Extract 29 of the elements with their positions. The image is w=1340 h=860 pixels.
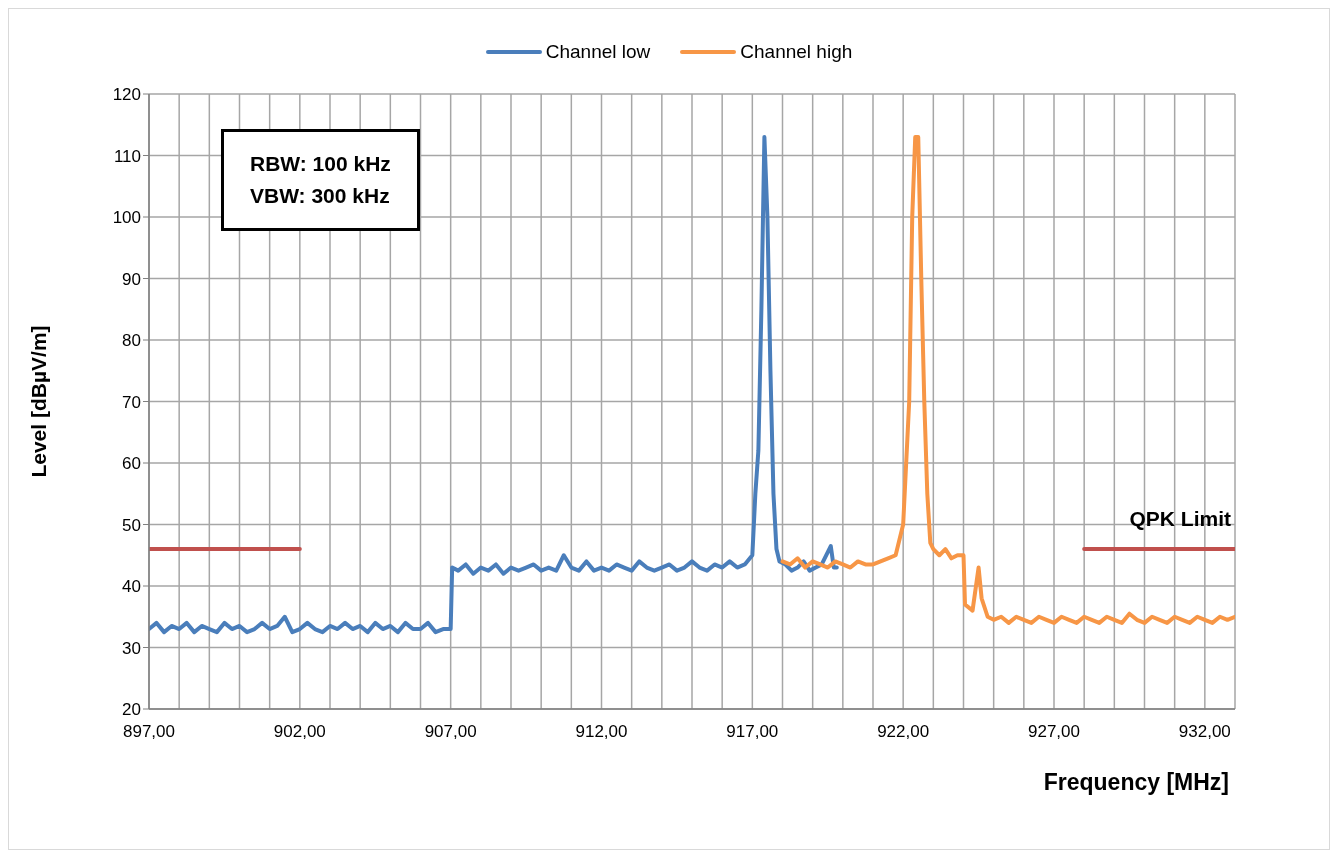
y-axis-title: Level [dBµV/m] (27, 325, 51, 478)
y-tick-label: 80 (122, 331, 141, 351)
annotation: VBW: 300 kHz (250, 183, 391, 209)
y-tick-label: 110 (113, 146, 141, 166)
x-tick-label: 917,00 (726, 722, 779, 742)
y-tick-label: 90 (122, 269, 141, 289)
x-tick-label: 902,00 (273, 722, 326, 742)
line-series (149, 135, 839, 635)
legend-label: Channel high (740, 41, 853, 63)
x-tick-label: 927,00 (1028, 722, 1080, 742)
line-series (780, 135, 1235, 625)
annotation: RBW: 100 kHz (250, 151, 391, 177)
y-tick-label: 120 (112, 85, 141, 105)
y-tick-label: 70 (122, 392, 141, 412)
legend-label: Channel low (545, 41, 651, 63)
y-tick-label: 50 (122, 515, 141, 535)
x-tick-label: 912,00 (575, 722, 628, 742)
x-tick-label: 922,00 (877, 722, 930, 742)
y-tick-label: 20 (122, 700, 141, 720)
x-tick-label: 897,00 (123, 722, 175, 742)
y-tick-label: 40 (122, 577, 141, 597)
annotation: QPK Limit (1129, 507, 1231, 532)
x-tick-label: 932,00 (1178, 722, 1231, 742)
x-tick-label: 907,00 (424, 722, 477, 742)
y-tick-label: 30 (122, 638, 141, 658)
y-tick-label: 100 (112, 208, 141, 228)
x-axis-title: Frequency [MHz] (1043, 769, 1229, 796)
text-box: RBW: 100 kHz VBW: 300 kHz (221, 129, 420, 231)
y-tick-label: 60 (122, 454, 141, 474)
